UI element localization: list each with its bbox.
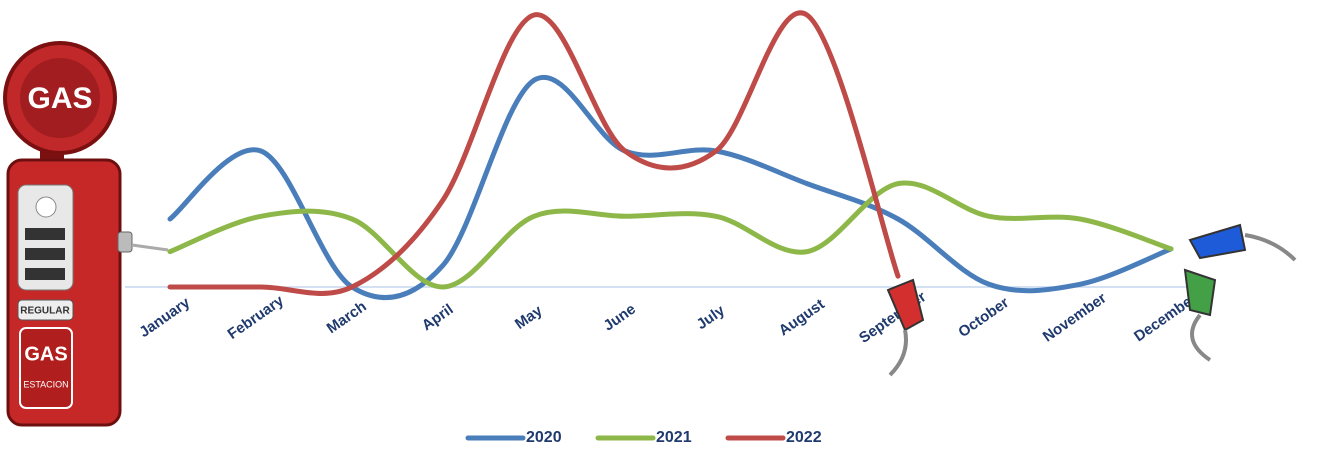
series-line xyxy=(167,10,901,296)
svg-text:GAS: GAS xyxy=(27,82,92,115)
x-tick-label: June xyxy=(600,301,638,335)
svg-text:REGULAR: REGULAR xyxy=(20,306,70,317)
legend-label: 2022 xyxy=(786,429,822,446)
x-tick-label: May xyxy=(512,302,546,333)
legend-label: 2020 xyxy=(526,429,562,446)
x-tick-label: April xyxy=(419,301,457,335)
x-tick-label: January xyxy=(136,294,193,341)
svg-text:GAS: GAS xyxy=(24,343,67,365)
x-tick-label: October xyxy=(955,294,1012,341)
series-line xyxy=(167,75,1174,301)
x-tick-label: February xyxy=(225,292,288,343)
legend-label: 2021 xyxy=(656,429,692,446)
x-tick-label: July xyxy=(694,302,729,334)
gas-pump-illustration: GAS REGULAR GAS ESTACION xyxy=(3,41,169,427)
x-tick-label: November xyxy=(1040,289,1110,345)
svg-text:ESTACION: ESTACION xyxy=(23,379,68,389)
x-tick-label: August xyxy=(776,296,828,340)
x-tick-label: March xyxy=(324,298,370,337)
series-line xyxy=(167,180,1174,290)
nozzle-icons xyxy=(886,223,1297,377)
